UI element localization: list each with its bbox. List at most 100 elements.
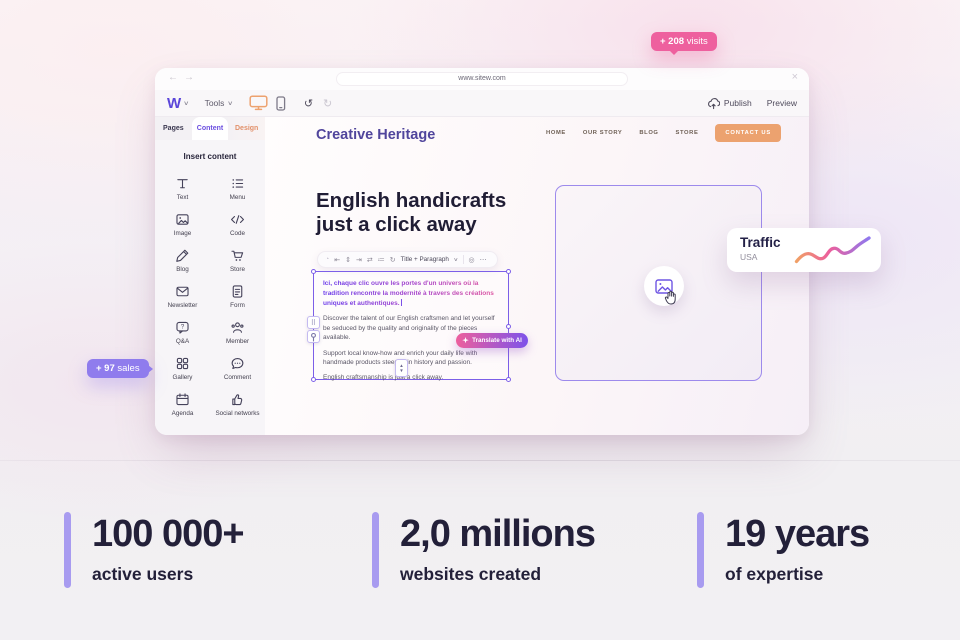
agenda-icon — [174, 391, 191, 408]
site-nav: HOME OUR STORY BLOG STORE CONTACT US — [546, 124, 781, 142]
resize-handle[interactable] — [506, 377, 511, 382]
list-icon[interactable]: ≔ — [377, 256, 385, 264]
settings-icon[interactable]: ◎ — [468, 256, 475, 264]
drag-grip-icon[interactable]: ⠿ — [307, 316, 320, 329]
sidebar-item-menu[interactable]: Menu — [210, 170, 265, 206]
tab-design[interactable]: Design — [228, 117, 266, 140]
traffic-card: Traffic USA — [727, 228, 881, 272]
more-icon[interactable]: ⋯ — [479, 256, 487, 264]
resize-handle[interactable] — [506, 269, 511, 274]
tab-pages[interactable]: Pages — [163, 125, 184, 132]
tools-menu[interactable]: Tools — [204, 98, 225, 108]
menu-icon — [229, 175, 246, 192]
sidebar-tabs: Pages Content Design — [155, 117, 266, 140]
vertical-align-icon[interactable]: ⇕ — [345, 256, 351, 264]
browser-topbar: ← → www.sitew.com × — [155, 68, 809, 90]
toolbar-separator — [462, 255, 464, 264]
paragraph-english-1[interactable]: Discover the talent of our English craft… — [323, 315, 495, 342]
newsletter-icon — [174, 283, 191, 300]
sidebar-item-gallery[interactable]: Gallery — [155, 350, 210, 386]
logo-chevron-icon[interactable]: ∨ — [183, 100, 190, 107]
form-icon — [229, 283, 246, 300]
sitew-logo[interactable]: W — [167, 94, 181, 112]
text-style-select[interactable]: Title + Paragraph — [400, 256, 449, 263]
sidebar-item-text[interactable]: Text — [155, 170, 210, 206]
site-canvas: Creative Heritage HOME OUR STORY BLOG ST… — [265, 117, 809, 435]
gallery-icon — [174, 355, 191, 372]
back-icon[interactable]: ← — [168, 72, 178, 83]
section-divider — [0, 460, 960, 461]
hand-cursor-icon — [663, 290, 678, 306]
indent-icon[interactable]: ⇥ — [355, 256, 362, 264]
blog-icon — [174, 247, 191, 264]
code-icon — [229, 211, 246, 228]
sidebar-item-newsletter[interactable]: Newsletter — [155, 278, 210, 314]
redo-icon[interactable]: ↻ — [323, 97, 333, 110]
stat-websites-created: 2,0 millions websites created — [372, 512, 596, 588]
preview-button[interactable]: Preview — [766, 98, 797, 108]
sparkle-icon — [462, 337, 469, 344]
desktop-device-icon[interactable] — [249, 95, 268, 111]
close-icon[interactable]: × — [791, 71, 798, 83]
stat-value: 19 years — [725, 513, 870, 555]
sidebar-item-social-networks[interactable]: Social networks — [210, 386, 265, 422]
sidebar-item-image[interactable]: Image — [155, 206, 210, 242]
sidebar-item-comment[interactable]: Comment — [210, 350, 265, 386]
wrap-icon[interactable]: ⇄ — [366, 256, 373, 264]
text-format-toolbar: ◔ ⇤ ⇕ ⇥ ⇄ ≔ ↻ Title + Paragraph ∨ ◎ ⋯ — [317, 251, 498, 268]
sidebar-title: Insert content — [183, 152, 237, 161]
anchor-handle-icon[interactable] — [307, 330, 320, 343]
visits-badge: + 208 visits — [651, 32, 717, 55]
image-icon — [174, 211, 191, 228]
contact-us-button[interactable]: CONTACT US — [715, 124, 781, 142]
visits-value: + 208 — [660, 36, 685, 47]
translate-ai-button[interactable]: Translate with AI — [456, 333, 528, 348]
nav-link-blog[interactable]: BLOG — [639, 130, 659, 136]
sidebar-item-code[interactable]: Code — [210, 206, 265, 242]
image-upload-icon — [655, 278, 673, 294]
sync-icon[interactable]: ↻ — [389, 256, 396, 264]
selected-text-block[interactable]: Ici, chaque clic ouvre les portes d'un u… — [307, 269, 528, 382]
sales-badge-tail — [147, 365, 153, 373]
mobile-device-icon[interactable] — [276, 95, 286, 111]
resize-handle[interactable] — [311, 377, 316, 382]
text-caret — [400, 298, 402, 306]
page-heading: English handicrafts just a click away — [316, 189, 507, 237]
nav-link-store[interactable]: STORE — [675, 130, 699, 136]
move-handle[interactable]: ▲ ▼ — [395, 359, 408, 377]
stat-years-expertise: 19 years of expertise — [697, 512, 870, 588]
undo-icon[interactable]: ↺ — [303, 97, 314, 110]
sidebar-item-qa[interactable]: ? Q&A — [155, 314, 210, 350]
stat-label: active users — [92, 564, 194, 584]
stat-label: websites created — [400, 564, 542, 584]
sidebar-item-member[interactable]: Member — [210, 314, 265, 350]
outdent-icon[interactable]: ⇤ — [334, 256, 341, 264]
store-icon — [229, 247, 246, 264]
paragraph-english-2[interactable]: Support local know-how and enrich your d… — [323, 349, 478, 366]
format-paint-icon[interactable]: ◔ — [325, 256, 330, 263]
resize-handle[interactable] — [311, 269, 316, 274]
stat-accent-bar — [697, 512, 704, 588]
url-bar[interactable]: www.sitew.com — [336, 72, 628, 86]
resize-handle[interactable] — [506, 324, 511, 329]
insert-content-sidebar: Insert content Text Menu Image Code Blog — [155, 140, 265, 435]
paragraph-english-3[interactable]: English craftsmanship is just a click aw… — [323, 374, 444, 382]
forward-icon[interactable]: → — [184, 72, 194, 83]
nav-link-our-story[interactable]: OUR STORY — [582, 130, 623, 136]
publish-button[interactable]: Publish — [707, 97, 752, 110]
image-placeholder[interactable] — [555, 185, 762, 381]
upload-image-button[interactable] — [644, 266, 684, 306]
tab-content[interactable]: Content — [191, 117, 229, 140]
svg-text:?: ? — [181, 324, 185, 331]
sidebar-item-form[interactable]: Form — [210, 278, 265, 314]
visits-unit: visits — [686, 36, 708, 47]
tools-chevron-icon[interactable]: ∨ — [227, 100, 234, 107]
nav-link-home[interactable]: HOME — [546, 130, 566, 136]
sidebar-item-agenda[interactable]: Agenda — [155, 386, 210, 422]
sidebar-item-blog[interactable]: Blog — [155, 242, 210, 278]
sidebar-item-store[interactable]: Store — [210, 242, 265, 278]
stat-value: 2,0 millions — [400, 513, 596, 555]
stat-value: 100 000+ — [92, 513, 245, 555]
editor-toolbar: W ∨ Tools ∨ ↺ ↻ — [155, 90, 809, 117]
paragraph-french[interactable]: Ici, chaque clic ouvre les portes d'un u… — [323, 279, 499, 308]
